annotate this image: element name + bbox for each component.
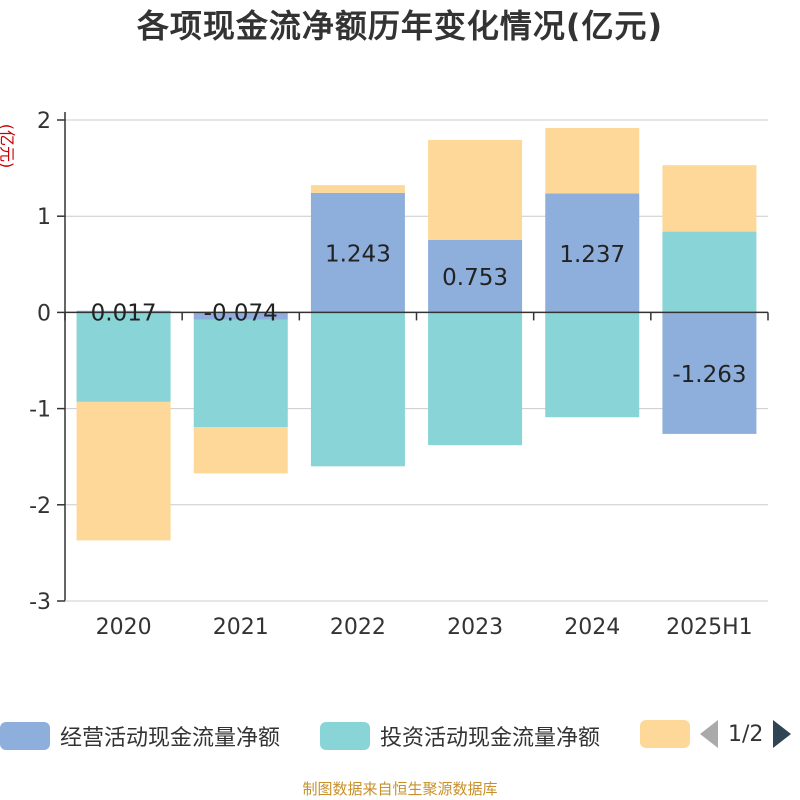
legend-item-financing[interactable] bbox=[640, 720, 700, 748]
y-tick-label: 2 bbox=[37, 109, 51, 134]
bar-operating bbox=[662, 312, 757, 434]
data-label-operating: 0.753 bbox=[442, 265, 508, 291]
legend-swatch-investing bbox=[320, 722, 370, 750]
legend-label-operating: 经营活动现金流量净额 bbox=[60, 726, 281, 751]
bar-investing bbox=[76, 312, 171, 402]
bar-financing bbox=[545, 127, 640, 194]
legend-item-operating[interactable]: 经营活动现金流量净额 bbox=[0, 720, 280, 752]
bar-operating bbox=[428, 239, 523, 313]
legend-swatch-financing bbox=[640, 720, 690, 748]
data-label-operating: 1.237 bbox=[559, 242, 625, 268]
stacked-bar-chart: -3 -2 -1 0 1 2 2020 2021 2022 2023 2024 2025H1 0.017… bbox=[29, 109, 769, 640]
bar-investing bbox=[428, 312, 523, 446]
y-tick-label: -3 bbox=[29, 590, 51, 615]
chart-title: 各项现金流净额历年变化情况(亿元) bbox=[136, 7, 664, 45]
triangle-left-icon[interactable] bbox=[700, 720, 718, 748]
bar-operating bbox=[193, 312, 288, 320]
bar-operating bbox=[545, 193, 640, 313]
bar-operating bbox=[310, 192, 405, 313]
bar-investing bbox=[310, 312, 405, 467]
legend-pager: 1/2 bbox=[700, 720, 792, 748]
bar-investing bbox=[545, 312, 640, 418]
legend-swatch-operating bbox=[0, 722, 50, 750]
y-tick-label: 0 bbox=[37, 301, 51, 326]
legend-item-investing[interactable]: 投资活动现金流量净额 bbox=[320, 720, 600, 752]
chart-legend: 经营活动现金流量净额 投资活动现金流量净额 1/2 bbox=[0, 712, 800, 758]
y-tick-label: 1 bbox=[37, 205, 51, 230]
bar-financing bbox=[193, 427, 288, 474]
bar-operating bbox=[76, 310, 171, 313]
x-tick-label: 2023 bbox=[447, 615, 503, 640]
bar-financing bbox=[662, 165, 757, 232]
bar-investing bbox=[193, 319, 288, 428]
data-label-operating: -1.263 bbox=[672, 362, 746, 388]
legend-label-investing: 投资活动现金流量净额 bbox=[380, 726, 601, 751]
bar-financing bbox=[428, 139, 523, 240]
legend-page-indicator: 1/2 bbox=[728, 721, 764, 747]
y-tick-label: -2 bbox=[29, 494, 51, 519]
x-tick-label: 2024 bbox=[564, 615, 620, 640]
data-label-operating: 1.243 bbox=[325, 242, 391, 268]
bar-financing bbox=[310, 185, 405, 193]
x-tick-label: 2022 bbox=[330, 615, 386, 640]
x-tick-label: 2020 bbox=[96, 615, 152, 640]
x-tick-label: 2021 bbox=[213, 615, 269, 640]
x-tick-label: 2025H1 bbox=[666, 615, 753, 640]
triangle-right-icon[interactable] bbox=[773, 720, 792, 748]
data-label-operating: -0.074 bbox=[204, 300, 278, 326]
data-source-note: 制图数据来自恒生聚源数据库 bbox=[302, 780, 498, 798]
bar-investing bbox=[662, 231, 757, 313]
bar-financing bbox=[76, 401, 171, 541]
y-tick-label: -1 bbox=[29, 398, 51, 423]
data-label-operating: 0.017 bbox=[91, 300, 157, 326]
